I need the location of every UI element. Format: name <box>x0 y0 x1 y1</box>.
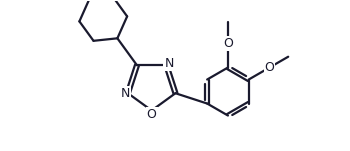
Text: O: O <box>147 108 156 121</box>
Text: O: O <box>265 61 274 74</box>
Text: N: N <box>120 87 130 100</box>
Text: N: N <box>164 57 174 70</box>
Text: O: O <box>223 37 233 50</box>
